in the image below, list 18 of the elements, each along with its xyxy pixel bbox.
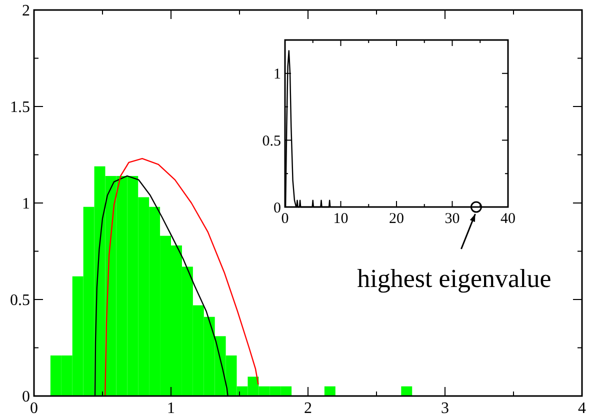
y-tick-label: 0: [274, 200, 281, 216]
y-tick-label: 2: [22, 2, 30, 20]
x-tick-label: 30: [444, 211, 460, 227]
x-tick-label: 4: [578, 400, 586, 417]
x-tick-label: 40: [500, 211, 516, 227]
y-tick-label: 0.5: [10, 292, 30, 310]
x-tick-label: 2: [304, 400, 312, 417]
x-tick-label: 10: [333, 211, 348, 227]
y-tick-label: 0: [22, 388, 30, 406]
y-tick-label: 1: [274, 66, 281, 83]
x-tick-label: 1: [167, 400, 175, 417]
line-series: [104, 158, 259, 397]
y-tick-label: 1: [22, 196, 30, 213]
y-tick-label: 0.5: [262, 133, 281, 150]
y-tick-label: 1.5: [10, 99, 30, 116]
annotation: highest eigenvalue: [357, 264, 552, 293]
x-tick-label: 3: [441, 400, 449, 417]
x-tick-label: 20: [389, 211, 404, 227]
